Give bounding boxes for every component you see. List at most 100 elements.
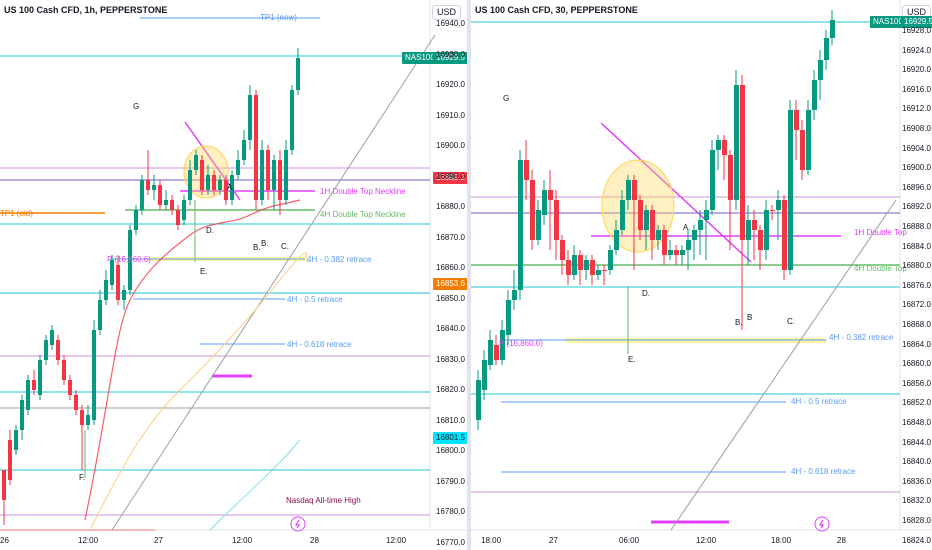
- price-axis-tick: 16844.0: [902, 437, 931, 447]
- time-axis-tick: 12:00: [78, 536, 99, 545]
- candle-body: [194, 155, 198, 170]
- candle-body: [212, 175, 216, 190]
- candle-body: [806, 110, 811, 170]
- time-axis-tick: 28: [310, 536, 319, 545]
- candle-body: [44, 340, 48, 360]
- label-neckline-4h: 4H Double Top: [854, 264, 907, 273]
- candle-body: [548, 190, 553, 200]
- candle-body: [692, 230, 697, 240]
- chart-canvas-30m[interactable]: [471, 0, 932, 550]
- chart-panel-30m[interactable]: US 100 Cash CFD, 30, PEPPERSTONE USD NAS…: [471, 0, 932, 550]
- candle-body: [794, 110, 799, 130]
- price-axis-tick: 16920.0: [436, 80, 465, 89]
- candle-body: [686, 240, 691, 250]
- candle-body: [74, 395, 78, 410]
- point-b2: B.: [261, 239, 269, 248]
- candle-body: [164, 200, 168, 205]
- candle-body: [656, 230, 661, 240]
- price-axis-tick: 16904.0: [902, 143, 931, 153]
- candle-body: [146, 180, 150, 190]
- candle-body: [590, 260, 595, 275]
- time-axis-tick: 18:00: [771, 536, 792, 545]
- panel-divider[interactable]: [467, 0, 471, 550]
- candle-body: [674, 250, 679, 255]
- price-axis-tick: 16872.0: [902, 300, 931, 310]
- label-618-retrace: 4H - 0.618 retrace: [791, 467, 856, 476]
- price-axis-tick: 16840.0: [902, 457, 931, 467]
- time-axis-tick: 12:00: [386, 536, 407, 545]
- point-b1: B.: [253, 243, 261, 252]
- chart-canvas-1h[interactable]: [0, 0, 467, 550]
- price-axis-tick: 16900.0: [436, 141, 465, 150]
- candle-body: [518, 160, 523, 290]
- candle-body: [734, 85, 739, 200]
- chart-title: US 100 Cash CFD, 30, PEPPERSTONE: [475, 5, 638, 15]
- candle-body: [140, 180, 144, 210]
- candle-body: [746, 220, 751, 240]
- point-e: E.: [628, 355, 636, 364]
- label-618-retrace: 4H - 0.618 retrace: [287, 340, 352, 349]
- candle-body: [770, 210, 775, 211]
- candle-body: [620, 200, 625, 230]
- candle-body: [578, 255, 583, 270]
- candle-body: [98, 300, 102, 330]
- label-pivot: P (16,860.6): [107, 255, 151, 264]
- candle-body: [800, 130, 805, 170]
- candle-body: [722, 140, 727, 155]
- candle-body: [50, 330, 54, 345]
- label-neckline-1h: 1H Double Top: [854, 228, 907, 237]
- currency-selector[interactable]: USD: [432, 5, 462, 20]
- price-axis-tick: 16840.0: [436, 324, 465, 333]
- candle-body: [56, 340, 60, 360]
- candle-body: [254, 95, 258, 200]
- label-neckline-4h: 4H Double Top Neckline: [320, 210, 406, 219]
- point-a: A.: [227, 183, 235, 192]
- candle-body: [68, 380, 72, 395]
- point-e: E.: [200, 267, 208, 276]
- point-a: A.: [683, 223, 691, 232]
- price-axis-tick: 16870.0: [436, 232, 465, 242]
- price-axis-tick: 16930.0: [436, 49, 465, 59]
- label-5-retrace: 4H - 0.5 retrace: [791, 397, 847, 406]
- price-axis-tick: 16800.0: [436, 446, 465, 455]
- candle-body: [812, 80, 817, 110]
- candle-body: [14, 430, 18, 450]
- candle-body: [476, 380, 481, 420]
- candle-body: [614, 230, 619, 250]
- candle-body: [650, 210, 655, 240]
- chart-title: US 100 Cash CFD, 1h, PEPPERSTONE: [4, 5, 168, 15]
- time-axis-tick: 12:00: [232, 536, 253, 545]
- price-axis-tick: 16810.0: [436, 415, 465, 425]
- price-badge-orange: 16853.6: [433, 278, 467, 290]
- candle-body: [290, 90, 294, 150]
- price-axis-tick: 16770.0: [436, 537, 465, 547]
- candle-body: [86, 415, 90, 425]
- price-axis-tick: 16880.0: [436, 202, 465, 211]
- tradingview-logo: [814, 516, 830, 532]
- chart-panel-1h[interactable]: US 100 Cash CFD, 1h, PEPPERSTONE USD NAS…: [0, 0, 467, 550]
- label-tp1-old: TP1 (old): [0, 209, 33, 218]
- price-badge-cyan: 16801.5: [433, 432, 467, 444]
- point-b2: B: [747, 313, 753, 322]
- trendline-support: [111, 34, 436, 531]
- price-axis-tick: 16940.0: [436, 19, 465, 28]
- logo-bolt: [818, 519, 825, 529]
- candle-body: [782, 200, 787, 270]
- candle-body: [158, 185, 162, 205]
- candle-body: [764, 210, 769, 250]
- symbol-badge: NAS100: [870, 16, 906, 28]
- moving-average-cyan: [209, 439, 301, 531]
- candle-body: [260, 150, 264, 200]
- symbol-badge: NAS100: [402, 52, 438, 64]
- candle-body: [218, 180, 222, 190]
- candle-body: [278, 160, 282, 200]
- candle-body: [488, 340, 493, 365]
- candle-body: [818, 60, 823, 80]
- candle-body: [134, 210, 138, 230]
- candle-body: [248, 95, 252, 140]
- candle-body: [80, 410, 84, 425]
- price-axis-tick: 16892.0: [902, 202, 931, 212]
- candle-body: [128, 230, 132, 290]
- candle-body: [758, 230, 763, 250]
- time-axis-tick: 26: [0, 536, 9, 545]
